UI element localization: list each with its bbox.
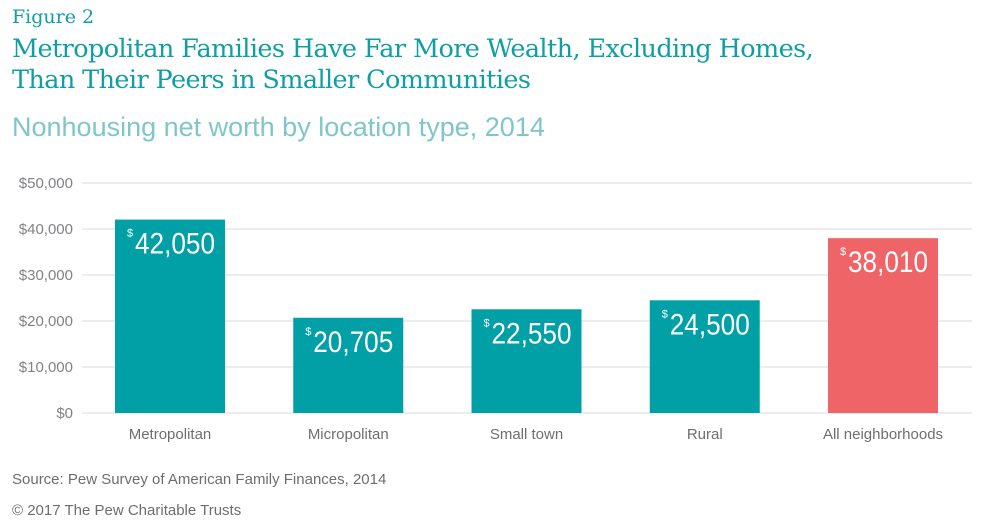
data-label-value: 22,550 [492,317,572,350]
data-label-currency: $ [305,326,311,338]
chart-subtitle: Nonhousing net worth by location type, 2… [12,112,545,142]
data-label: 38,010$ [840,246,928,279]
data-label: 42,050$ [127,228,215,261]
bars [115,219,938,413]
data-label-value: 24,500 [670,308,750,341]
bar [828,238,938,413]
bar [471,309,582,413]
data-label-value: 20,705 [313,326,393,359]
copyright-note: © 2017 The Pew Charitable Trusts [12,502,242,519]
data-label-currency: $ [662,308,668,320]
x-tick-label: Metropolitan [129,426,212,443]
y-axis-ticks: $0 $10,000 $20,000 $30,000 $40,000 $50,000 [19,175,73,422]
data-label: 20,705$ [305,326,393,359]
x-tick-label: Small town [490,426,563,443]
y-tick-label: $50,000 [19,175,73,192]
x-tick-label: Rural [687,426,723,443]
y-tick-label: $10,000 [19,359,73,376]
y-tick-label: $0 [56,405,73,422]
y-tick-label: $20,000 [19,313,73,330]
data-label-currency: $ [483,317,489,329]
y-tick-label: $40,000 [19,221,73,238]
x-tick-label: All neighborhoods [823,426,943,443]
data-label-currency: $ [127,228,133,240]
x-axis-labels: Metropolitan Micropolitan Small town Rural A… [129,426,943,443]
y-tick-label: $30,000 [19,267,73,284]
data-labels: 42,050$20,705$ 22,550$ 24,500$38,010$ [127,228,928,359]
source-note: Source: Pew Survey of American Family Fi… [12,471,387,488]
data-label: 24,500$ [662,308,750,341]
x-tick-label: Micropolitan [308,426,389,443]
chart-title-line-2: Than Their Peers in Smaller Communities [12,65,531,95]
chart-title: Metropolitan Families Have Far More Weal… [12,34,982,96]
data-label-value: 38,010 [848,246,928,279]
bar [293,317,404,413]
data-label-currency: $ [840,246,846,258]
data-label-value: 42,050 [135,228,215,261]
figure-label: Figure 2 [12,6,95,28]
data-label: 22,550$ [483,317,571,350]
bar [115,219,225,413]
chart-title-line-1: Metropolitan Families Have Far More Weal… [12,34,814,64]
bar [649,300,760,413]
